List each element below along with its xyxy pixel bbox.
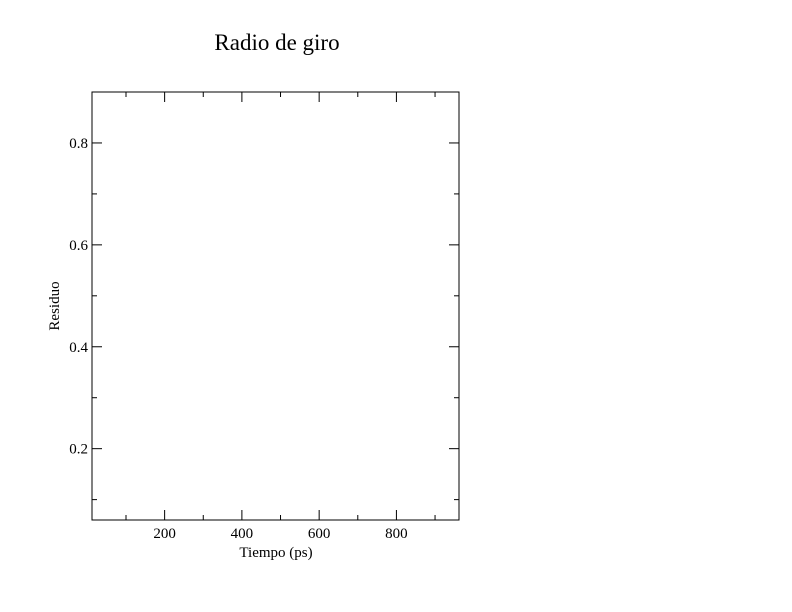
- plot-area-frame: [91, 91, 460, 521]
- y-axis-label: Residuo: [47, 281, 63, 330]
- x-tick-label: 200: [153, 526, 176, 542]
- x-tick-label: 800: [385, 526, 408, 542]
- y-tick-label: 0.4: [69, 340, 88, 356]
- x-tick-label: 600: [308, 526, 331, 542]
- chart-title: Radio de giro: [214, 30, 339, 55]
- axis-ticks: [92, 92, 459, 520]
- x-tick-label: 400: [231, 526, 254, 542]
- y-tick-label: 0.6: [69, 238, 88, 254]
- y-tick-label: 0.8: [69, 136, 88, 152]
- axis-tick-labels: 200 400 600 800 0.2 0.4 0.6 0.8: [69, 136, 407, 542]
- y-tick-label: 0.2: [69, 442, 88, 458]
- x-axis-label: Tiempo (ps): [239, 545, 312, 561]
